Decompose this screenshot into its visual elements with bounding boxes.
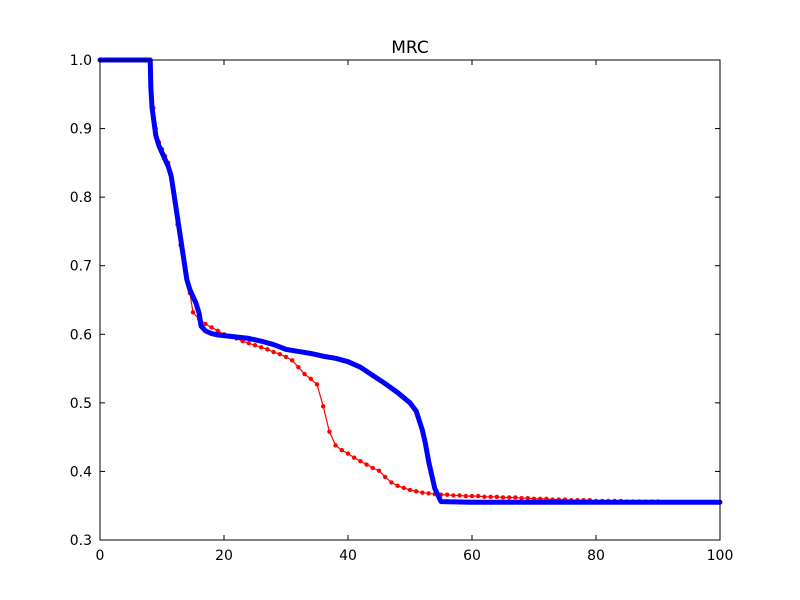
- data-point: [476, 494, 480, 498]
- data-point: [315, 382, 319, 386]
- data-point: [296, 365, 300, 369]
- series-blue: [100, 60, 720, 502]
- data-point: [526, 496, 530, 500]
- series-red: [100, 58, 660, 504]
- data-point: [346, 451, 350, 455]
- data-point: [340, 448, 344, 452]
- data-point: [395, 484, 399, 488]
- x-tick-label: 20: [215, 548, 233, 564]
- data-point: [482, 495, 486, 499]
- series-line-red: [100, 60, 658, 502]
- data-point: [457, 493, 461, 497]
- y-tick-label: 0.7: [70, 259, 92, 275]
- data-point: [302, 372, 306, 376]
- y-tick-label: 0.3: [70, 533, 92, 549]
- data-point: [513, 495, 517, 499]
- data-point: [519, 496, 523, 500]
- data-point: [191, 310, 195, 314]
- data-point: [389, 480, 393, 484]
- plot-area: [100, 58, 720, 504]
- x-tick-label: 40: [339, 548, 357, 564]
- data-point: [284, 355, 288, 359]
- data-point: [209, 325, 213, 329]
- data-point: [253, 343, 257, 347]
- data-point: [309, 377, 313, 381]
- series-line-blue: [100, 60, 720, 502]
- data-point: [464, 494, 468, 498]
- y-tick-label: 0.4: [70, 464, 92, 480]
- data-point: [290, 358, 294, 362]
- y-tick-label: 0.8: [70, 190, 92, 206]
- data-point: [495, 495, 499, 499]
- data-point: [321, 404, 325, 408]
- data-point: [247, 341, 251, 345]
- data-point: [507, 495, 511, 499]
- x-tick-label: 100: [707, 548, 734, 564]
- y-tick-label: 0.5: [70, 396, 92, 412]
- data-point: [259, 345, 263, 349]
- data-point: [414, 489, 418, 493]
- data-point: [383, 475, 387, 479]
- data-point: [402, 486, 406, 490]
- data-point: [501, 495, 505, 499]
- data-point: [278, 352, 282, 356]
- data-point: [420, 490, 424, 494]
- data-point: [327, 429, 331, 433]
- chart-title: MRC: [391, 38, 429, 58]
- data-point: [445, 493, 449, 497]
- x-tick-label: 60: [463, 548, 481, 564]
- data-point: [364, 462, 368, 466]
- data-point: [358, 459, 362, 463]
- data-point: [371, 466, 375, 470]
- y-tick-label: 1.0: [70, 53, 92, 69]
- data-point: [352, 456, 356, 460]
- data-point: [426, 491, 430, 495]
- data-point: [451, 493, 455, 497]
- data-point: [408, 488, 412, 492]
- data-point: [271, 350, 275, 354]
- data-point: [377, 469, 381, 473]
- y-tick-label: 0.9: [70, 122, 92, 138]
- data-point: [470, 494, 474, 498]
- data-point: [488, 495, 492, 499]
- y-tick-label: 0.6: [70, 327, 92, 343]
- y-axis: 0.3 0.4 0.5 0.6 0.7 0.8 0.9 1.0: [70, 53, 720, 549]
- x-tick-label: 80: [587, 548, 605, 564]
- data-point: [333, 443, 337, 447]
- x-tick-label: 0: [96, 548, 105, 564]
- data-point: [265, 347, 269, 351]
